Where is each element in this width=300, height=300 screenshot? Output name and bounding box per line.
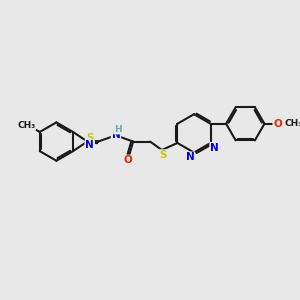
- Text: CH₃: CH₃: [285, 119, 300, 128]
- Text: CH₃: CH₃: [17, 121, 35, 130]
- Text: N: N: [85, 140, 94, 150]
- Text: S: S: [86, 133, 94, 143]
- Text: O: O: [273, 119, 282, 129]
- Text: S: S: [159, 150, 167, 160]
- Text: N: N: [210, 143, 219, 153]
- Text: N: N: [112, 130, 120, 140]
- Text: N: N: [186, 152, 194, 162]
- Text: H: H: [114, 124, 122, 134]
- Text: O: O: [124, 155, 133, 165]
